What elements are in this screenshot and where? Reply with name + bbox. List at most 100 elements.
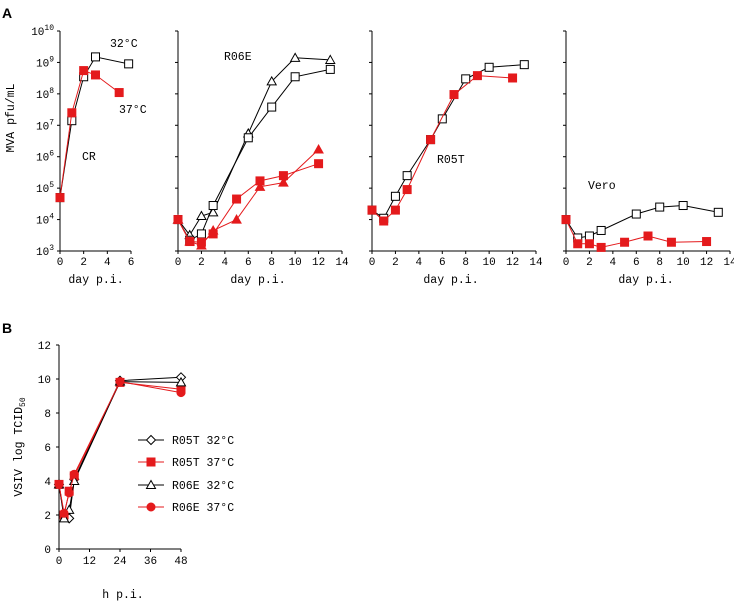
r05t-series-1-point-1 — [379, 216, 389, 226]
r05t-series-1-point-4 — [426, 135, 436, 145]
vsiv-series-3-point-3 — [69, 469, 79, 479]
vsiv-series-3-point-2 — [64, 488, 74, 498]
vsiv-series-3-line — [58, 381, 182, 514]
vsiv-series-3-point-5 — [176, 388, 186, 398]
r05t-cell-line-label: R05T — [437, 154, 465, 167]
vero-x-tick-label-5: 10 — [677, 257, 690, 269]
cr-y-tick-label-8-base: 10 — [36, 90, 49, 102]
cr-x-tick-label-1: 2 — [80, 257, 87, 269]
r05t-series-1-point-6 — [472, 71, 482, 81]
cr-y-tick-label-10-exponent: 10 — [44, 24, 54, 33]
r05t-x-tick-label-0: 0 — [369, 257, 376, 269]
vsiv-y-tick-label-6: 12 — [38, 341, 51, 353]
vsiv-series-2-point-5 — [175, 376, 187, 387]
vsiv-x-tick-label-2: 24 — [113, 556, 127, 568]
r06e-series-3-point-4 — [232, 194, 242, 204]
vero-x-tick-label-2: 4 — [610, 257, 617, 269]
vsiv-series-3-point-1 — [59, 508, 69, 518]
cr-series-1-line — [59, 69, 120, 198]
cr-y-tick-label-6-exponent: 6 — [49, 150, 54, 159]
cr-37c-label: 37°C — [119, 104, 147, 117]
cr-series-0-point-4 — [124, 59, 134, 69]
cr-series-1-point-0 — [55, 193, 65, 203]
cr-x-axis-title: day p.i. — [68, 274, 123, 287]
cr-x-tick-label-3: 6 — [128, 257, 135, 269]
vero-x-tick-label-6: 12 — [700, 257, 713, 269]
r05t-series-1-point-3 — [402, 185, 412, 195]
legend-marker-r05t-32c — [145, 434, 157, 446]
r05t-series-1-point-2 — [390, 205, 400, 215]
cr-y-tick-label-3-exponent: 3 — [49, 244, 54, 253]
vero-x-tick-label-4: 8 — [656, 257, 663, 269]
r06e-series-1-point-6 — [290, 72, 300, 82]
legend-label-r05t-37c: R05T 37°C — [172, 457, 234, 470]
vero-x-tick-label-1: 2 — [586, 257, 593, 269]
cr-series-1-point-2 — [79, 66, 89, 76]
cr-y-tick-label-7: 107 — [36, 118, 54, 133]
r06e-series-3-point-3 — [208, 229, 218, 239]
r06e-series-2-point-4 — [231, 214, 242, 224]
r06e-series-0-point-7 — [324, 54, 336, 64]
r05t-x-tick-label-4: 8 — [462, 257, 469, 269]
panel-b-x-axis-title: h p.i. — [102, 589, 143, 602]
r06e-x-tick-label-0: 0 — [175, 257, 182, 269]
cr-y-tick-label-4-base: 10 — [36, 216, 49, 228]
legend-marker-r06e-32c — [145, 479, 157, 489]
r06e-series-3-point-2 — [196, 237, 206, 247]
vsiv-x-tick-label-4: 48 — [174, 556, 187, 568]
vsiv-y-tick-label-2: 4 — [44, 477, 51, 489]
r06e-x-tick-label-7: 14 — [335, 257, 349, 269]
r05t-series-0-point-2 — [390, 191, 400, 201]
cr-y-tick-label-10-base: 10 — [31, 27, 44, 39]
cr-y-tick-label-7-exponent: 7 — [49, 118, 54, 127]
vero-series-1-point-1 — [573, 239, 583, 249]
r06e-x-tick-label-4: 8 — [268, 257, 275, 269]
r05t-series-1-point-5 — [449, 90, 459, 100]
vsiv-x-tick-label-1: 12 — [83, 556, 96, 568]
r05t-series-0-point-7 — [484, 62, 494, 72]
panel-b-y-axis-title: VSIV log TCID50 — [13, 397, 28, 497]
panel-letter-a: A — [2, 5, 12, 21]
vero-series-1-point-6 — [666, 237, 676, 247]
vsiv-series-3-point-4 — [115, 377, 125, 387]
r05t-series-0-point-5 — [437, 114, 447, 124]
cr-y-tick-label-4-exponent: 4 — [49, 213, 54, 222]
vero-x-tick-label-3: 6 — [633, 257, 640, 269]
r06e-series-1-point-2 — [196, 229, 206, 239]
r06e-x-tick-label-5: 10 — [289, 257, 302, 269]
vsiv-y-tick-label-5: 10 — [38, 375, 51, 387]
r06e-series-2-point-7 — [313, 143, 324, 154]
vsiv-y-tick-label-3: 6 — [44, 443, 51, 455]
vero-series-0-point-7 — [713, 207, 723, 217]
vsiv-y-tick-label-0: 0 — [44, 545, 51, 557]
r05t-series-0-point-6 — [461, 74, 471, 84]
cr-y-tick-label-8-exponent: 8 — [49, 87, 54, 96]
legend: R05T 32°C R05T 37°C R06E 32°C R06E 37°C — [138, 434, 234, 515]
vero-cell-line-label: Vero — [588, 180, 616, 193]
cr-y-tick-label-5-exponent: 5 — [49, 181, 54, 190]
vsiv-y-tick-label-1: 2 — [44, 511, 51, 523]
cr-y-tick-label-5: 105 — [36, 181, 54, 196]
cr-y-tick-label-3: 103 — [36, 244, 54, 259]
r06e-series-1-point-3 — [208, 201, 218, 211]
legend-marker-r05t-37c — [146, 457, 156, 467]
r06e-series-3-point-7 — [314, 159, 324, 169]
vero-series-0-point-5 — [655, 202, 665, 212]
vero-series-1-point-7 — [702, 237, 712, 247]
legend-marker-r06e-37c — [146, 502, 156, 512]
cr-series-0-point-3 — [91, 52, 100, 62]
r05t-x-tick-label-2: 4 — [416, 257, 423, 269]
r06e-series-1-point-7 — [325, 64, 335, 74]
r06e-series-0-point-2 — [196, 210, 207, 220]
vsiv-series-0-line — [58, 376, 182, 520]
r05t-x-tick-label-6: 12 — [506, 257, 519, 269]
r06e-series-3-point-0 — [173, 215, 183, 225]
r06e-series-3-point-6 — [278, 171, 288, 181]
cr-series-1-point-1 — [67, 108, 77, 118]
r06e-x-tick-label-2: 4 — [222, 257, 229, 269]
vero-series-0-point-3 — [596, 225, 606, 235]
r05t-series-0-point-8 — [519, 60, 529, 70]
vero-series-0-point-4 — [631, 209, 641, 219]
vsiv-y-tick-label-4: 8 — [44, 409, 51, 421]
